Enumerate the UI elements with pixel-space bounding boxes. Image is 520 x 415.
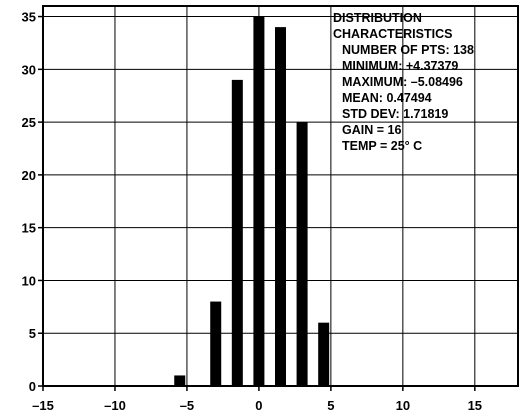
x-tick-label: 0 xyxy=(255,398,262,413)
x-tick-label: 5 xyxy=(327,398,334,413)
x-tick-label: –5 xyxy=(180,398,194,413)
histogram-bar xyxy=(318,322,330,386)
y-tick-label: 0 xyxy=(29,379,36,394)
y-tick-labels: 0 5 10 15 20 25 30 35 xyxy=(22,10,36,394)
x-tick-label: –15 xyxy=(32,398,54,413)
y-tick-label: 20 xyxy=(22,168,36,183)
x-tick-label: 10 xyxy=(396,398,410,413)
y-tick-label: 10 xyxy=(22,273,36,288)
histogram-bar xyxy=(253,16,265,387)
histogram-bar xyxy=(231,79,243,386)
distribution-characteristics: DISTRIBUTION CHARACTERISTICS NUMBER OF P… xyxy=(333,11,474,153)
annotation-number-of-pts: NUMBER OF PTS: 138 xyxy=(342,43,474,57)
x-tick-label: –10 xyxy=(104,398,126,413)
annotation-temp: TEMP = 25° C xyxy=(342,139,422,153)
bars xyxy=(174,16,330,387)
annotation-maximum: MAXIMUM: –5.08496 xyxy=(342,75,463,89)
y-tick-label: 15 xyxy=(22,221,36,236)
annotation-title-line1: DISTRIBUTION xyxy=(333,11,422,25)
x-tick-label: 15 xyxy=(468,398,482,413)
histogram-bar xyxy=(296,122,308,386)
histogram-bar xyxy=(174,375,186,386)
annotation-title-line2: CHARACTERISTICS xyxy=(333,27,452,41)
annotation-minimum: MINIMUM: +4.37379 xyxy=(342,59,458,73)
annotation-mean: MEAN: 0.47494 xyxy=(342,91,432,105)
histogram-bar xyxy=(210,301,222,386)
tick-marks xyxy=(38,15,476,391)
plot-frame xyxy=(42,5,519,387)
x-tick-labels: –15 –10 –5 0 5 10 15 xyxy=(32,398,482,413)
y-tick-label: 35 xyxy=(22,10,36,25)
annotation-std-dev: STD DEV: 1.71819 xyxy=(342,107,448,121)
annotation-gain: GAIN = 16 xyxy=(342,123,401,137)
y-tick-label: 5 xyxy=(29,326,36,341)
y-tick-label: 25 xyxy=(22,115,36,130)
histogram-bar xyxy=(275,27,286,386)
y-tick-label: 30 xyxy=(22,62,36,77)
